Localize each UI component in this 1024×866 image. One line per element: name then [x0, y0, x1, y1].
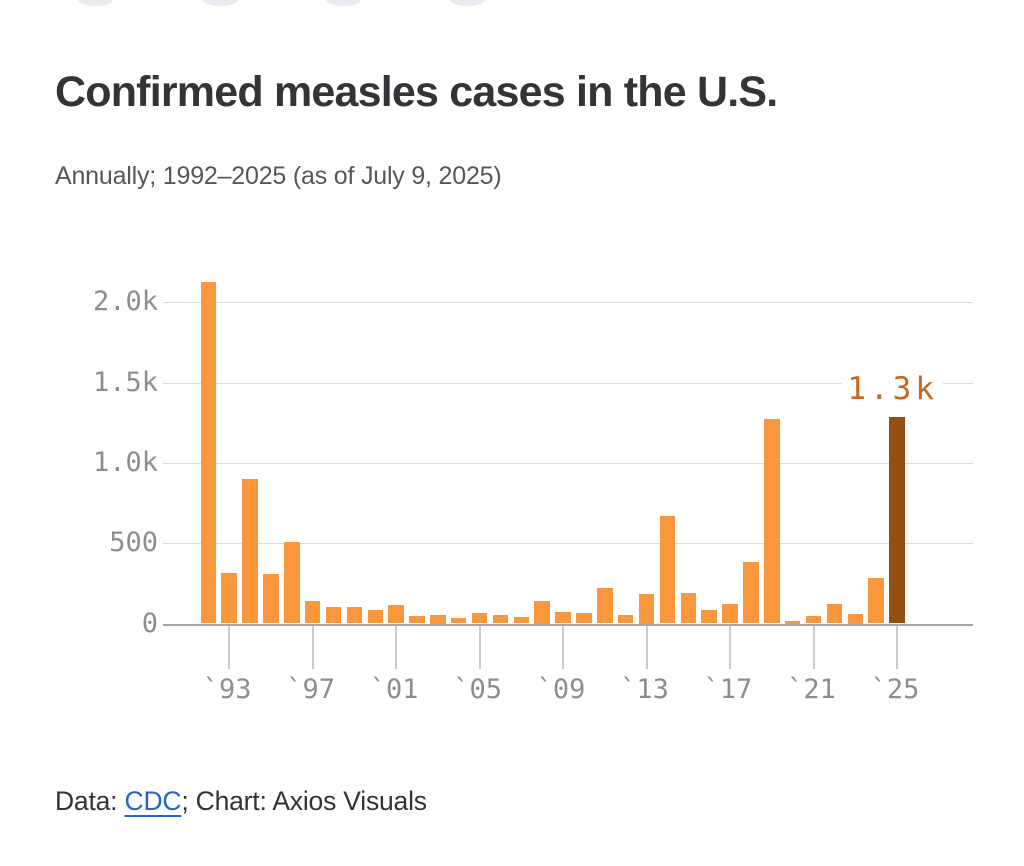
bar-2013	[638, 593, 655, 624]
bar-2020	[784, 620, 801, 624]
bar-2010	[576, 613, 592, 624]
bar-2019	[764, 418, 780, 624]
gridline	[163, 462, 973, 464]
bar-1997	[304, 601, 321, 624]
x-axis-label: `09	[536, 674, 586, 705]
x-axis-label: `13	[620, 674, 669, 705]
tick-mark	[812, 625, 815, 669]
peak-annotation: 1.3k	[842, 372, 943, 406]
bar-1999	[346, 607, 363, 624]
bar-2007	[513, 616, 529, 624]
bar-2003	[430, 614, 446, 624]
y-axis-label: 1.0k	[92, 446, 158, 478]
bar-1995	[263, 573, 279, 624]
toolbar-button-remnant[interactable]	[203, 0, 238, 6]
bar-2024	[868, 577, 884, 624]
y-axis-label: 0	[141, 607, 158, 639]
bar-2015	[680, 593, 696, 624]
data-source-link[interactable]: CDC	[124, 786, 182, 816]
toolbar-button-remnant[interactable]	[450, 0, 485, 6]
tick-mark	[896, 625, 898, 669]
bar-2018	[743, 562, 759, 624]
bar-2017	[722, 604, 738, 624]
x-axis-label: `21	[787, 674, 836, 705]
x-axis-label: `97	[286, 674, 335, 705]
x-axis-label: `17	[703, 674, 753, 705]
bar-2005	[471, 612, 488, 624]
footer-prefix: Data:	[55, 786, 125, 816]
axis-line	[163, 623, 973, 626]
page-title: Confirmed measles cases in the U.S.	[55, 68, 778, 116]
x-axis-label: `01	[369, 674, 419, 705]
tick-mark	[228, 625, 231, 669]
bar-1993	[221, 573, 237, 624]
gridline	[163, 382, 973, 384]
x-axis-label: `93	[202, 674, 252, 705]
bar-2021	[805, 615, 822, 624]
x-axis-label: `05	[453, 674, 502, 705]
bar-1994	[242, 479, 258, 624]
gridline	[163, 543, 973, 545]
footer-source-line: Data: CDC; Chart: Axios Visuals	[55, 786, 427, 817]
y-axis-label: 1.5k	[92, 366, 158, 398]
bar-1998	[325, 607, 342, 624]
y-axis-label: 500	[109, 527, 158, 559]
tick-mark	[562, 625, 564, 669]
x-axis-label: `25	[870, 674, 920, 705]
bar-2002	[409, 616, 425, 624]
bar-2011	[597, 588, 613, 624]
bar-2022	[826, 604, 843, 624]
bar-2014	[659, 516, 676, 624]
bar-2001	[388, 604, 404, 624]
footer-suffix: ; Chart: Axios Visuals	[181, 786, 427, 816]
page-subtitle: Annually; 1992–2025 (as of July 9, 2025)	[55, 162, 502, 190]
toolbar-button-remnant[interactable]	[326, 0, 361, 6]
bar-2012	[617, 614, 634, 624]
bar-1996	[284, 541, 300, 624]
tick-mark	[311, 625, 314, 669]
bar-2006	[492, 614, 509, 624]
bar-2000	[367, 609, 383, 624]
bar-1992	[200, 282, 216, 624]
bar-2008	[534, 601, 550, 624]
toolbar-button-remnant[interactable]	[78, 0, 113, 6]
tick-mark	[395, 625, 398, 669]
bar-2004	[450, 617, 467, 624]
tick-mark	[729, 625, 731, 669]
tick-mark	[478, 625, 481, 669]
bar-2025	[889, 416, 905, 624]
tick-mark	[645, 625, 648, 669]
bar-2016	[701, 609, 717, 624]
gridline	[163, 302, 973, 304]
bar-2009	[555, 612, 571, 624]
y-axis-label: 2.0k	[92, 286, 158, 318]
bar-2023	[847, 614, 863, 624]
